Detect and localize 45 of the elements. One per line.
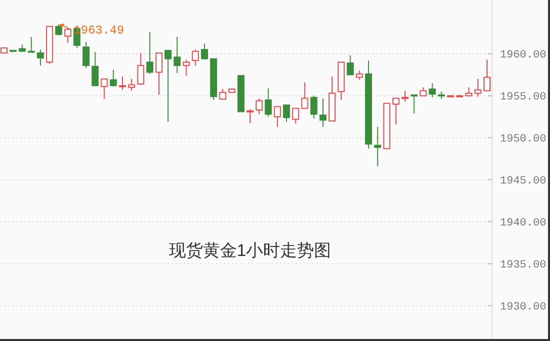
y-tick-label: 1960.00 <box>500 50 546 62</box>
candlestick <box>155 52 162 96</box>
y-tick-label: 1935.00 <box>500 260 546 272</box>
candlestick <box>200 43 208 60</box>
candlestick <box>374 126 382 167</box>
candlestick <box>64 27 72 44</box>
candlestick <box>110 69 117 88</box>
y-tick-label: 1955.00 <box>500 92 546 104</box>
candlestick <box>36 49 44 66</box>
candlestick <box>100 78 108 100</box>
candlestick <box>428 82 436 98</box>
candlestick <box>246 108 254 124</box>
candlestick <box>401 90 408 102</box>
candlestick <box>174 36 181 74</box>
y-tick-label: 1945.00 <box>500 176 546 188</box>
candlestick <box>283 104 290 122</box>
candlestick <box>28 36 35 53</box>
candlestick <box>55 24 62 36</box>
candlestick <box>410 94 418 114</box>
y-tick-label: 1930.00 <box>500 302 546 314</box>
candlestick <box>484 59 490 92</box>
candlestick <box>301 82 308 109</box>
candlestick <box>192 49 199 66</box>
candlestick <box>319 98 326 128</box>
candlestick <box>118 76 126 90</box>
candlestick <box>310 95 318 119</box>
candlestick <box>474 78 482 98</box>
candlestick <box>356 70 363 80</box>
candlestick <box>82 41 90 69</box>
candlestick <box>264 88 272 118</box>
candlestick <box>146 31 154 74</box>
candlestick <box>256 98 263 115</box>
y-tick-label: 1950.00 <box>500 134 546 146</box>
text: 现货黄金1小时走势图 <box>168 241 332 260</box>
candlestick <box>292 108 300 124</box>
candlestick <box>128 78 136 92</box>
y-tick-label: 1940.00 <box>500 218 546 230</box>
candlestick <box>219 88 226 100</box>
candlestick <box>164 50 172 122</box>
candlestick <box>182 59 190 76</box>
candlestick <box>346 54 354 76</box>
candlestick <box>274 105 281 128</box>
candlestick <box>392 98 400 125</box>
candlestick <box>92 52 99 86</box>
candlestick <box>137 52 144 86</box>
